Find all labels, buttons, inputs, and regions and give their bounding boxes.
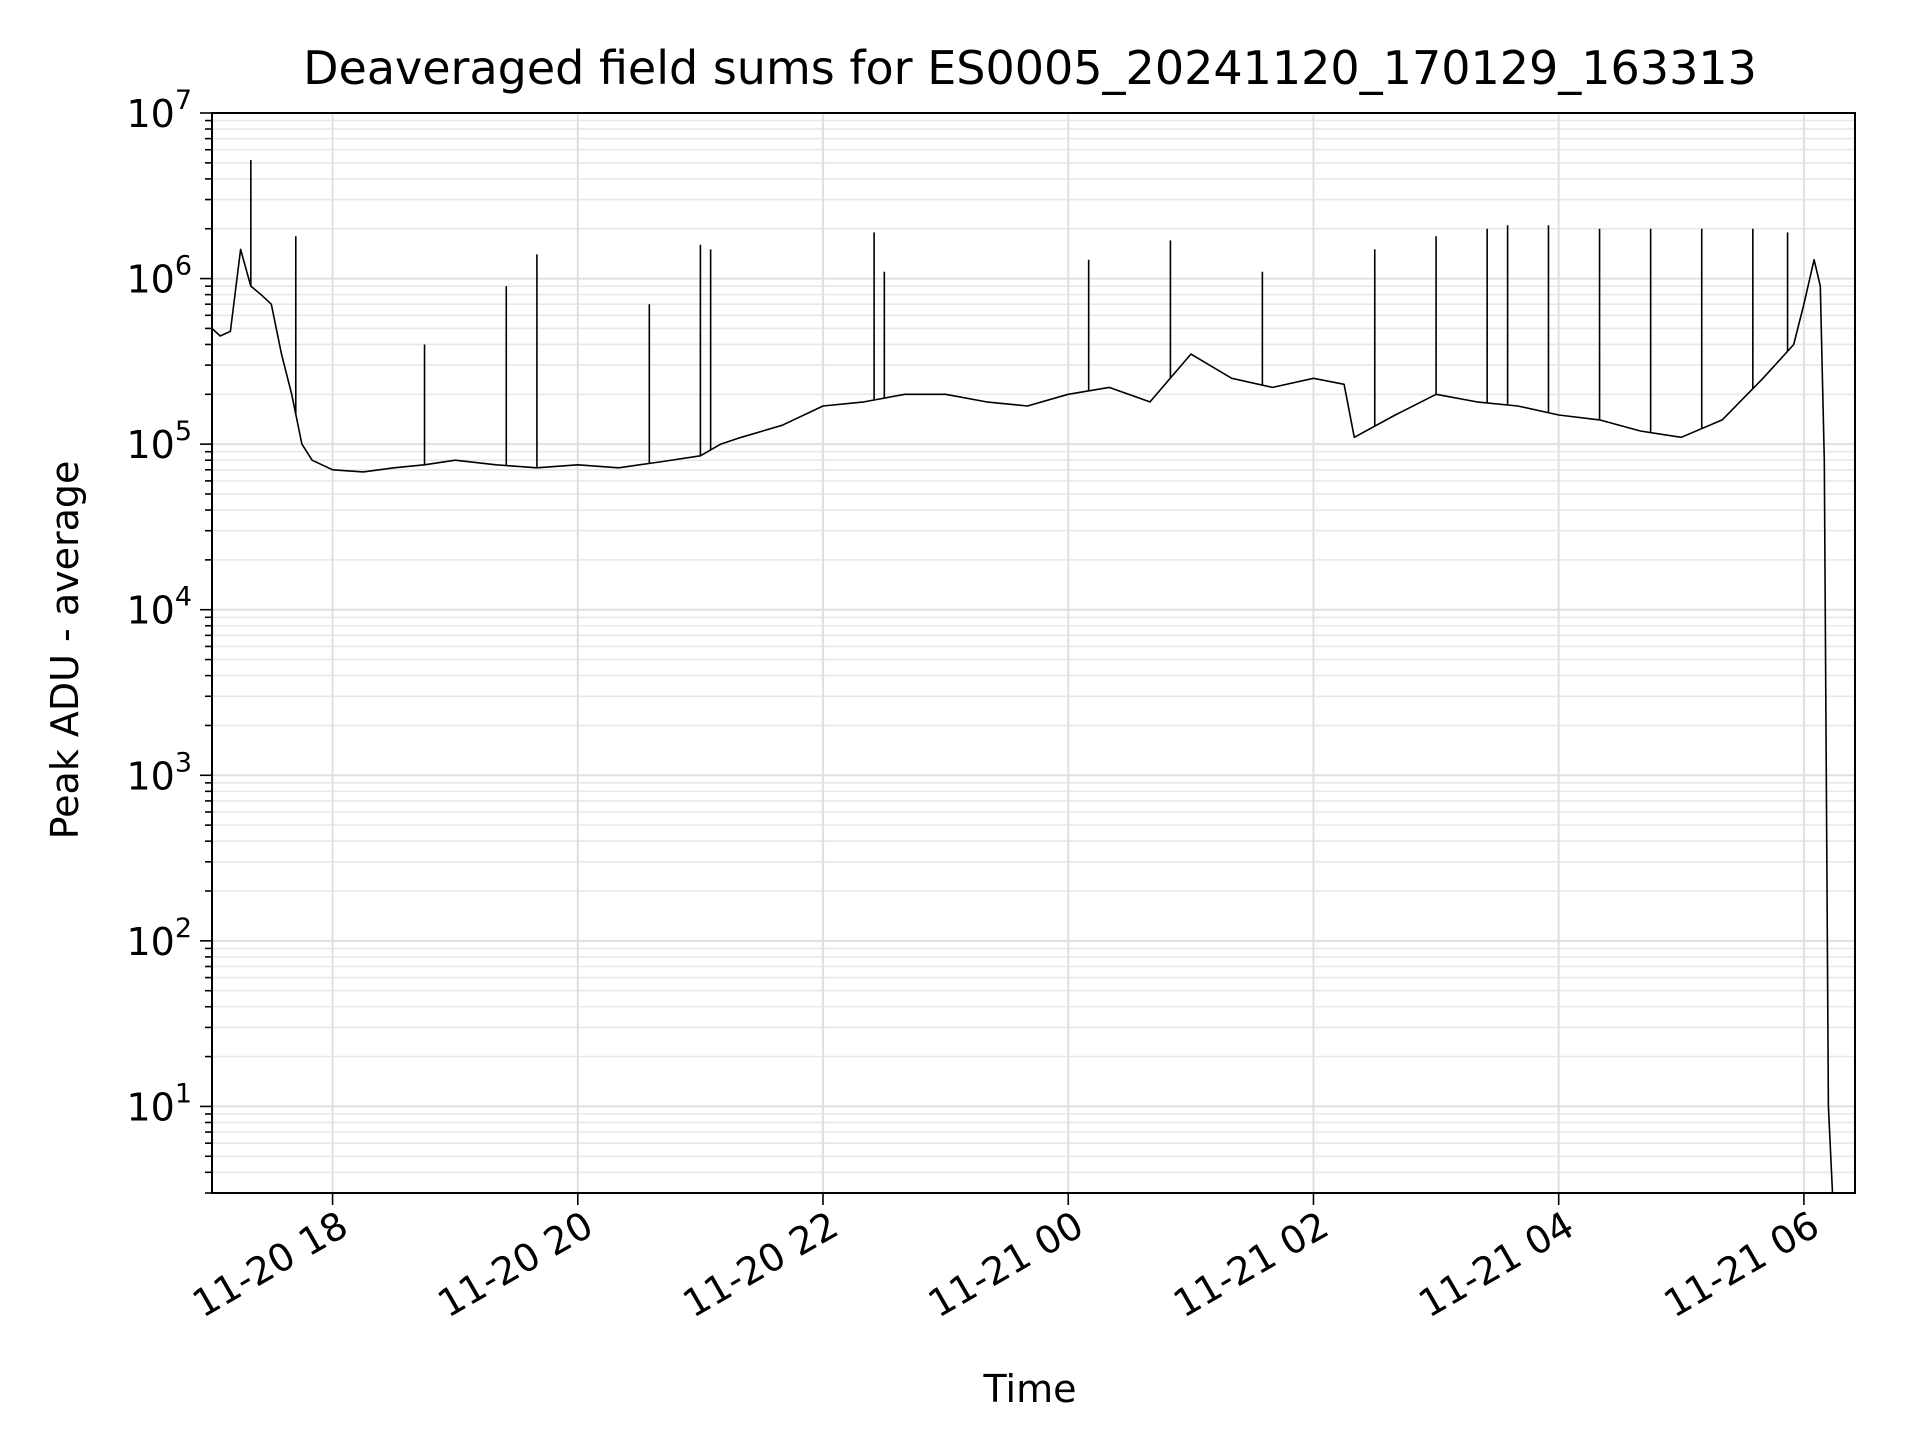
chart-title: Deaveraged field sums for ES0005_2024112… [303,41,1757,95]
y-axis-label: Peak ADU - average [43,461,87,840]
grid [212,112,1855,1194]
series-layer [211,160,1834,1194]
y-tick-label: 101 [126,1078,192,1129]
y-tick-label: 107 [126,85,192,136]
y-tick-label: 103 [126,747,192,798]
y-tick-label: 104 [126,582,192,633]
series-line [211,248,1834,1194]
y-tick-label: 106 [126,251,192,302]
plot-frame [211,112,1856,1194]
y-tick-label: 105 [126,416,192,467]
x-axis-label: Time [983,1367,1077,1411]
y-tick-label: 102 [126,913,192,964]
